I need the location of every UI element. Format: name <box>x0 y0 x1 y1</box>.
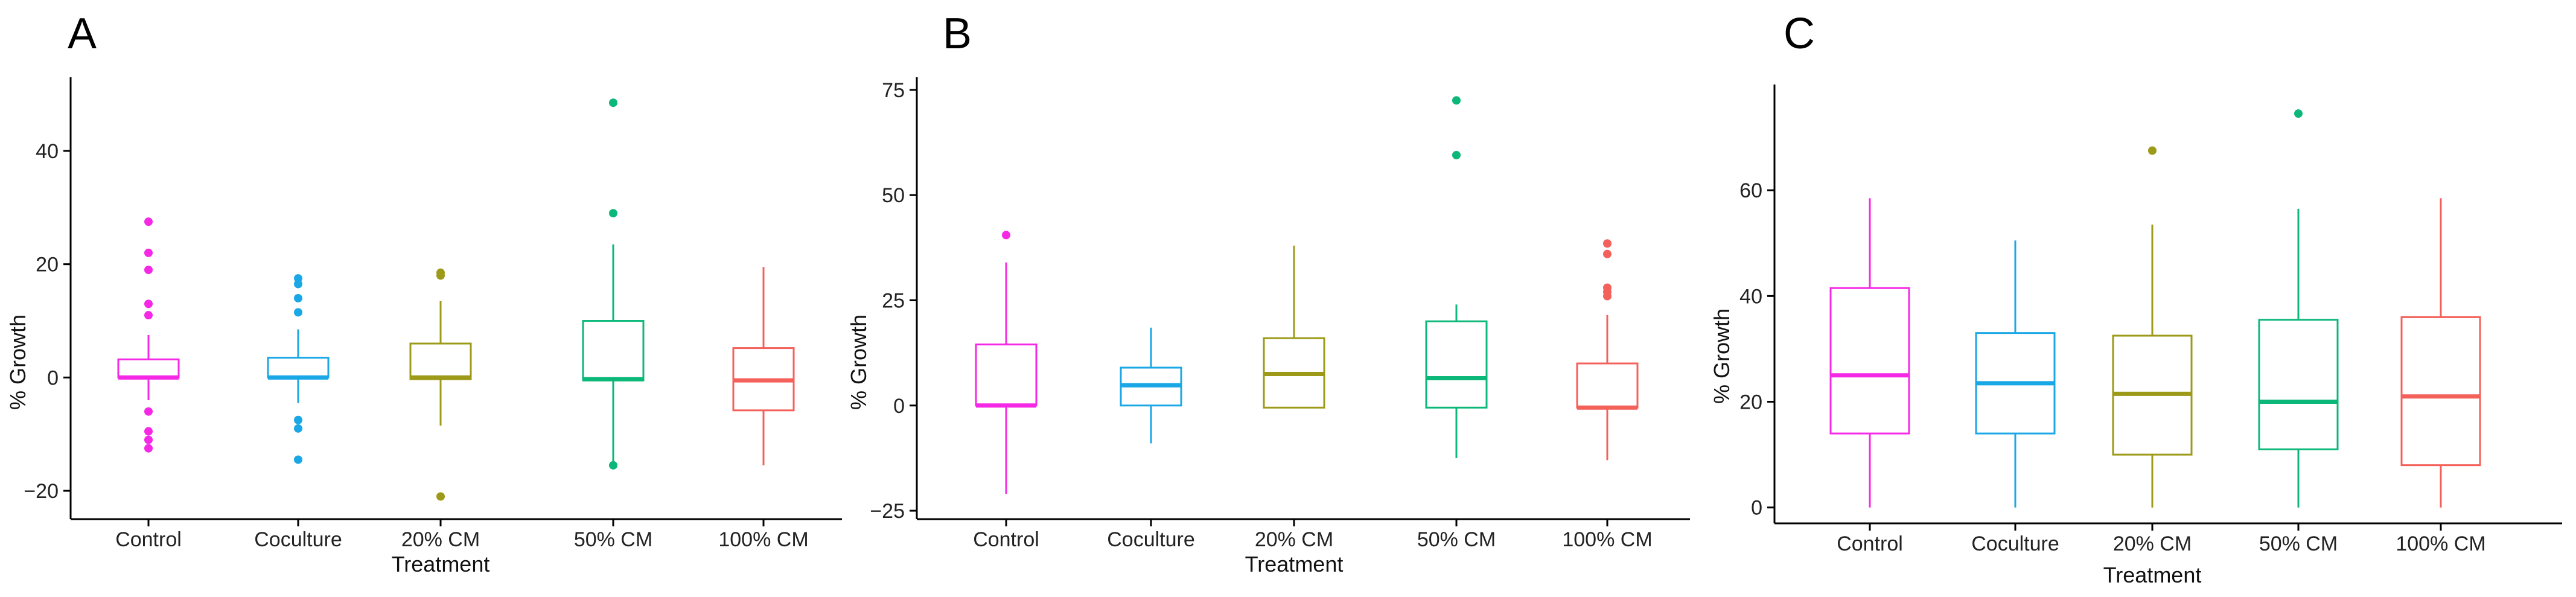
y-tick-label: 20 <box>36 254 59 276</box>
iqr-box <box>1576 362 1639 409</box>
x-axis-title: Treatment <box>2103 563 2202 587</box>
y-tick-label: 40 <box>1739 285 1762 308</box>
outlier-point <box>144 407 153 416</box>
box-100-cm: 100% CM <box>2396 198 2486 555</box>
outlier-point <box>1452 150 1461 159</box>
box-coculture: Coculture <box>1971 240 2059 555</box>
x-tick-label: Control <box>1837 532 1903 555</box>
outlier-point <box>144 311 153 320</box>
outlier-point <box>294 279 302 289</box>
box-50-cm: 50% CM <box>574 98 652 551</box>
outlier-point <box>609 209 617 218</box>
outlier-point <box>294 455 302 464</box>
outlier-point <box>144 427 153 436</box>
y-axis-title: % Growth <box>5 314 30 410</box>
box-100-cm: 100% CM <box>1562 239 1653 551</box>
x-tick-label: 50% CM <box>1417 528 1496 551</box>
y-axis-title: % Growth <box>846 314 871 410</box>
box-50-cm: 50% CM <box>2258 109 2339 555</box>
box-20-cm: 20% CM <box>1255 245 1333 551</box>
x-tick-label: 100% CM <box>1562 528 1652 551</box>
panel-letter: B <box>943 10 972 58</box>
iqr-box <box>975 343 1038 407</box>
box-control: Control <box>1829 198 1910 555</box>
outlier-point <box>2148 146 2157 155</box>
y-tick-label: 75 <box>882 79 905 102</box>
outlier-point <box>144 435 153 444</box>
outlier-point <box>609 98 617 107</box>
x-tick-label: 100% CM <box>718 528 808 551</box>
x-tick-label: 50% CM <box>574 528 652 551</box>
panel-c: C 0 20 40 60 % Growth Treatment Control Cocultur… <box>1709 10 2562 587</box>
panel-letter: A <box>68 10 97 58</box>
iqr-box <box>2400 316 2481 467</box>
y-tick-label: 60 <box>1739 179 1762 202</box>
outlier-point <box>1603 292 1612 301</box>
outlier-point <box>436 492 445 501</box>
x-tick-label: 20% CM <box>401 528 480 551</box>
box-100-cm: 100% CM <box>718 267 809 551</box>
panel-a: A −20 0 20 40 % Growth Treatment Control Cocultu… <box>5 10 842 576</box>
y-tick-label: −20 <box>24 480 59 503</box>
y-tick-label: 25 <box>882 289 905 312</box>
outlier-point <box>294 415 302 424</box>
x-tick-label: 100% CM <box>2396 532 2485 555</box>
outlier-point <box>144 217 153 226</box>
iqr-box <box>1425 320 1488 409</box>
x-tick-label: Control <box>973 528 1039 551</box>
x-tick-label: 20% CM <box>2113 532 2192 555</box>
x-axis-title: Treatment <box>392 552 490 576</box>
outlier-point <box>294 294 302 302</box>
y-tick-label: 0 <box>47 366 59 389</box>
outlier-point <box>144 266 153 275</box>
outlier-point <box>1452 96 1461 105</box>
box-coculture: Coculture <box>1107 327 1195 551</box>
y-tick-label: 0 <box>1751 497 1762 520</box>
outlier-point <box>1002 231 1010 240</box>
box-coculture: Coculture <box>254 274 342 551</box>
box-20-cm: 20% CM <box>2112 146 2193 555</box>
iqr-box <box>2258 319 2339 450</box>
outlier-point <box>609 461 617 470</box>
outlier-point <box>1603 249 1612 258</box>
outlier-point <box>294 424 302 433</box>
x-tick-label: Coculture <box>254 528 342 551</box>
iqr-box <box>267 357 330 378</box>
outlier-point <box>144 444 153 453</box>
x-tick-label: 20% CM <box>1255 528 1333 551</box>
y-axis-title: % Growth <box>1709 308 1734 404</box>
iqr-box <box>1829 287 1910 435</box>
y-tick-label: 20 <box>1739 391 1762 414</box>
panel-b: B −25 0 25 50 75 % Growth Treatment Control Cocul… <box>846 10 1690 576</box>
y-tick-label: 50 <box>882 184 905 207</box>
outlier-point <box>144 248 153 257</box>
outlier-point <box>2294 109 2303 118</box>
box-50-cm: 50% CM <box>1417 96 1496 551</box>
outlier-point <box>294 308 302 317</box>
x-tick-label: Coculture <box>1107 528 1195 551</box>
y-tick-label: 40 <box>36 140 59 163</box>
x-tick-label: Coculture <box>1971 532 2059 555</box>
box-control: Control <box>973 231 1039 551</box>
iqr-box <box>582 320 645 382</box>
outlier-point <box>1603 239 1612 248</box>
box-20-cm: 20% CM <box>401 268 480 551</box>
iqr-box <box>409 342 472 380</box>
iqr-box <box>117 358 180 378</box>
panel-letter: C <box>1784 10 1815 58</box>
x-tick-label: Control <box>115 528 182 551</box>
y-tick-label: −25 <box>870 500 905 523</box>
box-control: Control <box>115 217 182 551</box>
x-axis-title: Treatment <box>1245 552 1344 576</box>
outlier-point <box>144 299 153 308</box>
x-tick-label: 50% CM <box>2259 532 2338 555</box>
y-tick-label: 0 <box>893 395 905 418</box>
outlier-point <box>436 271 445 280</box>
